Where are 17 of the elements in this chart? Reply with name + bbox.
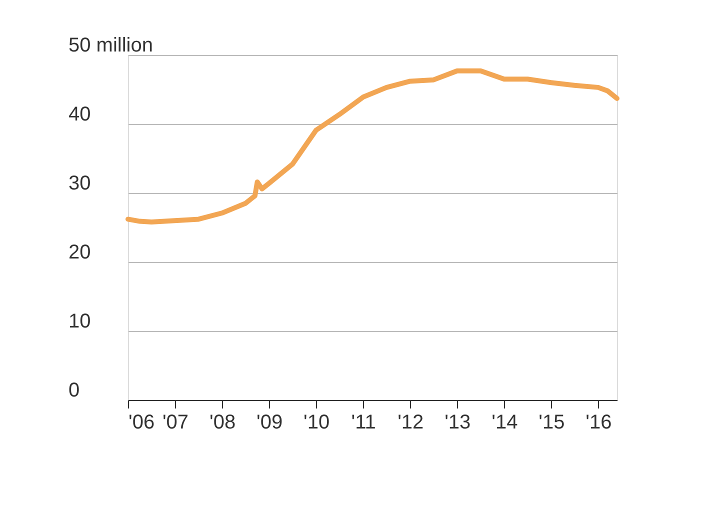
x-tick-label: '13 xyxy=(444,412,471,434)
y-tick-label: 40 xyxy=(68,104,91,126)
y-tick-label: 30 xyxy=(68,172,91,194)
x-tick-label: '15 xyxy=(538,412,565,434)
y-tick-label: 50 million xyxy=(68,34,153,56)
y-tick-label: 20 xyxy=(68,242,91,264)
x-tick-label: '06 xyxy=(128,412,155,434)
x-tick-label: '10 xyxy=(304,412,330,434)
x-tick-label: '11 xyxy=(351,412,376,434)
y-tick-label: 0 xyxy=(68,380,80,402)
x-tick-label: '12 xyxy=(398,412,424,434)
x-tick-label: '08 xyxy=(210,412,236,434)
x-tick-label: '14 xyxy=(492,412,518,434)
y-tick-label: 10 xyxy=(68,310,91,332)
x-tick-label: '07 xyxy=(162,412,189,434)
x-tick-label: '09 xyxy=(256,412,283,434)
x-tick-label: '16 xyxy=(586,412,612,434)
